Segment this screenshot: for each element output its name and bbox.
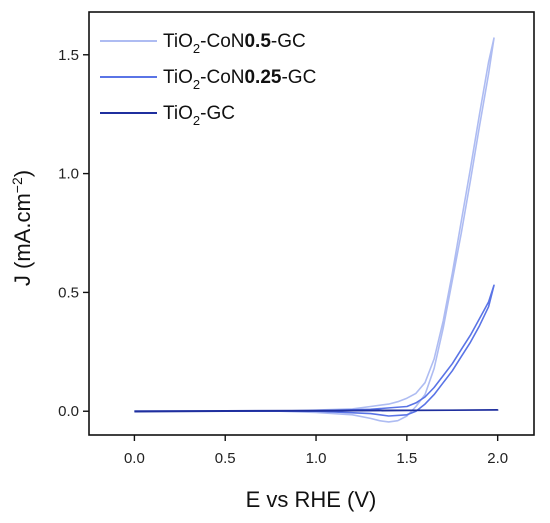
x-tick-label: 1.0 <box>306 450 327 467</box>
y-axis-title: J (mA.cm−2) <box>9 170 35 286</box>
y-tick-label: 1.0 <box>58 166 79 183</box>
x-tick-label: 1.5 <box>396 450 417 467</box>
legend: TiO2-CoN0.5-GC TiO2-CoN0.25-GC TiO2-GC <box>100 31 316 128</box>
y-tick-label: 0.5 <box>58 284 79 301</box>
x-tick-label: 0.0 <box>124 450 145 467</box>
y-tick-label: 0.0 <box>58 403 79 420</box>
legend-label-1: TiO2-CoN0.25-GC <box>163 67 316 92</box>
legend-label-2: TiO2-GC <box>163 103 235 128</box>
y-tick-label: 1.5 <box>58 47 79 64</box>
x-axis-title: E vs RHE (V) <box>246 487 377 512</box>
series-line-2 <box>134 409 499 413</box>
x-axis: 0.0 0.5 1.0 1.5 2.0 <box>124 435 508 467</box>
x-tick-label: 0.5 <box>215 450 236 467</box>
y-axis: 0.0 0.5 1.0 1.5 <box>58 47 89 420</box>
series-line-1 <box>134 284 495 417</box>
plot-frame <box>88 11 535 436</box>
legend-label-0: TiO2-CoN0.5-GC <box>163 31 306 56</box>
x-tick-label: 2.0 <box>487 450 508 467</box>
series-line-0 <box>134 37 495 423</box>
series-layer <box>134 37 499 423</box>
